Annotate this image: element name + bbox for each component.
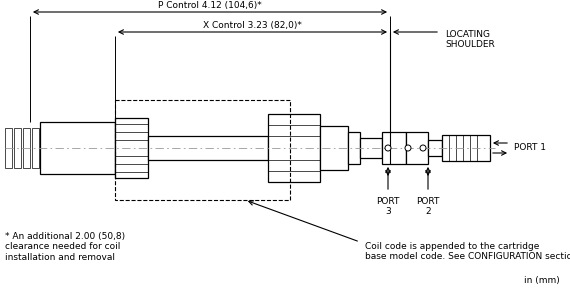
Text: PORT
3: PORT 3: [376, 197, 400, 217]
Bar: [41, 128, 48, 168]
Bar: [268, 114, 320, 182]
Circle shape: [420, 145, 426, 151]
Circle shape: [405, 145, 411, 151]
Text: Coil code is appended to the cartridge
base model code. See CONFIGURATION sectio: Coil code is appended to the cartridge b…: [365, 242, 570, 261]
Text: * An additional 2.00 (50,8)
clearance needed for coil
installation and removal: * An additional 2.00 (50,8) clearance ne…: [5, 232, 125, 262]
Text: PORT
2: PORT 2: [416, 197, 439, 217]
Text: P Control 4.12 (104,6)*: P Control 4.12 (104,6)*: [158, 1, 262, 10]
Bar: [442, 135, 490, 161]
Text: in (mm): in (mm): [524, 276, 560, 285]
Text: X Control 3.23 (82,0)*: X Control 3.23 (82,0)*: [202, 21, 302, 30]
Bar: [406, 132, 428, 164]
Bar: [428, 140, 442, 156]
Text: LOCATING
SHOULDER: LOCATING SHOULDER: [445, 30, 495, 49]
Bar: [348, 132, 360, 164]
Bar: [40, 122, 115, 174]
Bar: [382, 132, 406, 164]
Bar: [14, 128, 21, 168]
Circle shape: [385, 145, 391, 151]
Bar: [320, 126, 348, 170]
Bar: [23, 128, 30, 168]
Bar: [115, 100, 290, 200]
Bar: [360, 138, 382, 158]
Bar: [5, 128, 12, 168]
Bar: [32, 128, 39, 168]
Bar: [148, 136, 268, 160]
Bar: [115, 118, 148, 178]
Text: PORT 1: PORT 1: [514, 143, 546, 152]
